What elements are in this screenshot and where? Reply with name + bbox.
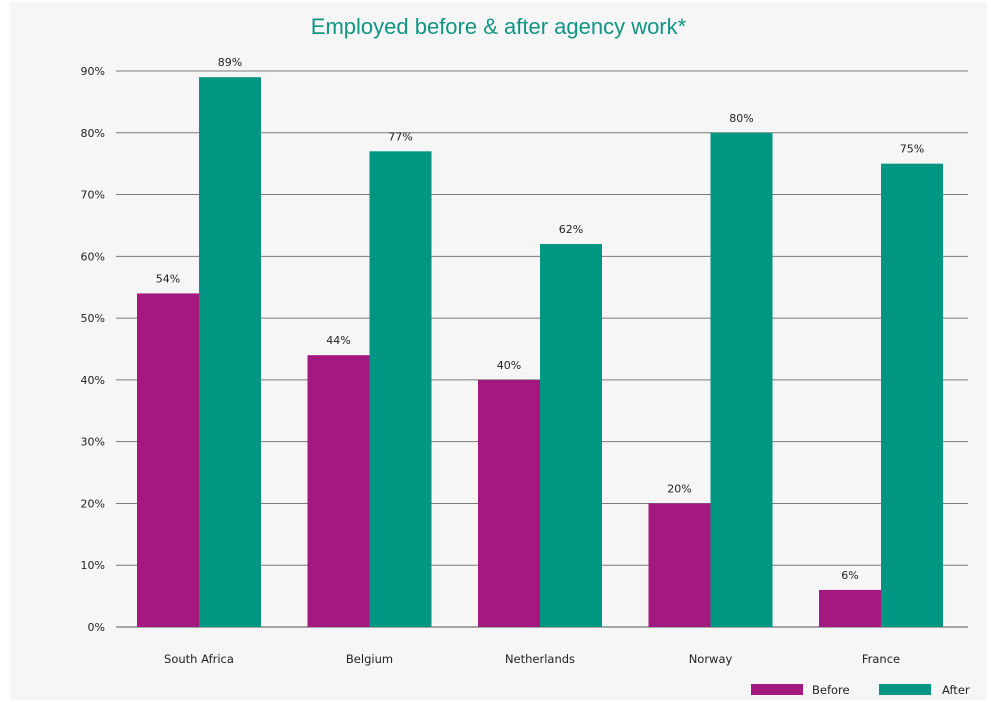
bar-before [819,589,881,627]
bar-before [137,293,199,627]
category-labels: South Africa Belgium Netherlands Norway Fran… [164,652,900,666]
category-label: Belgium [346,652,393,666]
bar-before [478,379,540,627]
y-tick-label: 60% [81,250,105,263]
data-labels: 54% 89% 44% 77% 40% 62% 20% 80% 6% 75% [156,56,924,582]
data-label: 6% [841,569,858,582]
data-label: 77% [388,130,412,143]
legend-swatch-after [879,684,931,695]
bar-before [648,503,711,627]
bar-after [199,77,261,627]
category-label: Norway [689,652,733,666]
category-label: Netherlands [505,652,575,666]
y-tick-label: 0% [88,621,105,634]
y-tick-label: 50% [81,312,105,325]
bar-after [881,163,943,627]
data-label: 54% [156,272,180,285]
data-label: 62% [559,223,583,236]
legend-swatch-before [751,684,803,695]
y-axis-ticks: 0% 10% 20% 30% 40% 50% 60% 70% 80% 90% [81,65,105,634]
bar-before [307,355,370,627]
data-label: 20% [667,482,691,495]
y-tick-label: 20% [81,497,105,510]
y-tick-label: 80% [81,127,105,140]
y-tick-label: 40% [81,374,105,387]
bars [137,77,943,628]
y-tick-label: 30% [81,436,105,449]
y-tick-label: 70% [81,189,105,202]
data-label: 80% [729,112,753,125]
data-label: 44% [326,334,350,347]
category-label: France [862,652,900,666]
data-label: 40% [497,359,521,372]
bar-after [540,243,602,627]
data-label: 89% [218,56,242,69]
legend-label-before: Before [812,683,850,697]
chart-title: Employed before & after agency work* [310,14,687,39]
data-label: 75% [900,143,924,156]
bar-after [369,151,432,628]
category-label: South Africa [164,652,234,666]
y-tick-label: 90% [81,65,105,78]
legend-label-after: After [942,683,970,697]
bar-after [710,132,773,627]
legend: Before After [751,683,970,697]
y-tick-label: 10% [81,559,105,572]
